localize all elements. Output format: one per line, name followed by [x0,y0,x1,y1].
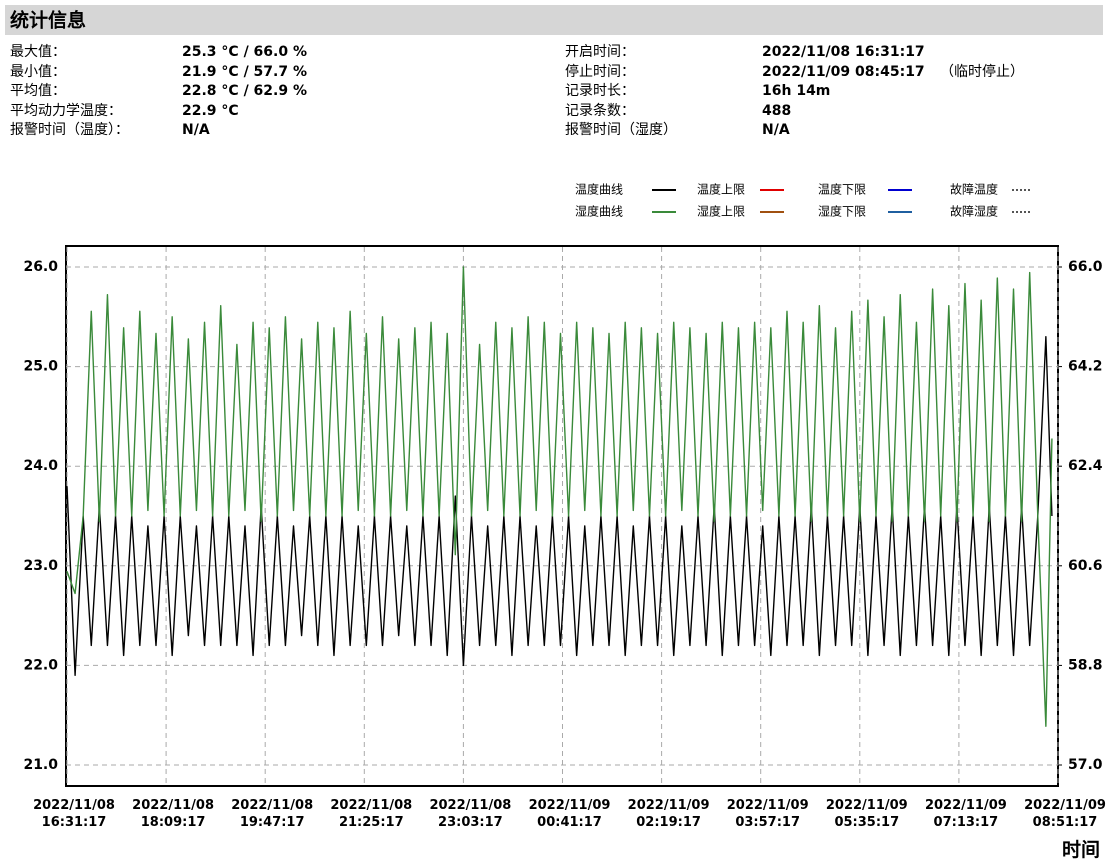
y2-tick-label: 60.6 [1068,558,1103,574]
header-title: 统计信息 [10,9,86,32]
stat-value: 22.8 °C / 62.9 % [182,83,307,99]
x-tick-label: 2022/11/09 05:35:17 [825,798,908,830]
legend-label: 湿度上限 [697,204,745,219]
y-tick-label: 23.0 [23,558,58,574]
legend-label: 故障湿度 [950,204,998,219]
legend-label: 故障温度 [950,182,998,197]
stat-label: 平均动力学温度： [10,102,122,119]
y2-tick-label: 64.2 [1068,359,1103,375]
data-line [66,266,1053,727]
stat-label: 停止时间： [565,63,635,80]
y2-tick-label: 57.0 [1068,757,1103,773]
stat-label: 开启时间： [565,44,635,60]
stat-value: 2022/11/09 08:45:17 [762,63,925,80]
data-line [66,336,1053,677]
y-tick-label: 21.0 [23,757,58,773]
stat-note: （临时停止） [940,63,1024,80]
y-tick-label: 22.0 [23,657,58,673]
legend-label: 温度曲线 [575,182,623,197]
stat-label: 平均值： [10,83,66,99]
stat-value: 25.3 °C / 66.0 % [182,44,307,60]
legend-label: 温度上限 [697,182,745,197]
stat-label: 最大值： [10,44,66,60]
x-tick-label: 2022/11/09 03:57:17 [726,798,809,830]
x-tick-label: 2022/11/08 21:25:17 [330,798,413,830]
stat-value: 2022/11/08 16:31:17 [762,44,925,60]
legend-label: 湿度下限 [818,204,866,219]
x-tick-label: 2022/11/09 00:41:17 [528,798,611,830]
stat-value: N/A [762,122,790,138]
stat-value: 21.9 °C / 57.7 % [182,63,307,80]
x-tick-label: 2022/11/09 02:19:17 [627,798,710,830]
y-tick-label: 24.0 [23,458,58,474]
y2-tick-label: 62.4 [1068,458,1103,474]
x-axis-label: 时间 [1062,839,1101,861]
x-tick-label: 2022/11/09 07:13:17 [924,798,1007,830]
stat-value: N/A [182,122,210,138]
y-tick-label: 26.0 [23,259,58,275]
y-tick-label: 25.0 [23,359,58,375]
stat-label: 报警时间（温度）： [10,122,129,138]
stat-value: 16h 14m [762,83,831,99]
legend-label: 湿度曲线 [575,204,623,219]
y2-tick-label: 58.8 [1068,657,1103,673]
stat-label: 报警时间（湿度） [565,122,677,138]
stat-label: 记录条数： [565,102,635,119]
stat-value: 22.9 °C [182,102,239,119]
x-tick-label: 2022/11/08 23:03:17 [429,798,512,830]
stat-label: 最小值： [10,63,66,80]
plot-frame [65,245,1059,787]
stat-label: 记录时长： [565,83,635,99]
y2-tick-label: 66.0 [1068,259,1103,275]
x-tick-label: 2022/11/08 19:47:17 [231,798,314,830]
x-tick-label: 2022/11/08 16:31:17 [33,798,115,830]
x-tick-label: 2022/11/08 18:09:17 [132,798,215,830]
x-tick-label: 2022/11/09 08:51:17 [1024,798,1106,830]
legend-label: 温度下限 [818,182,866,197]
header-bar [5,5,1103,35]
stat-value: 488 [762,102,792,119]
